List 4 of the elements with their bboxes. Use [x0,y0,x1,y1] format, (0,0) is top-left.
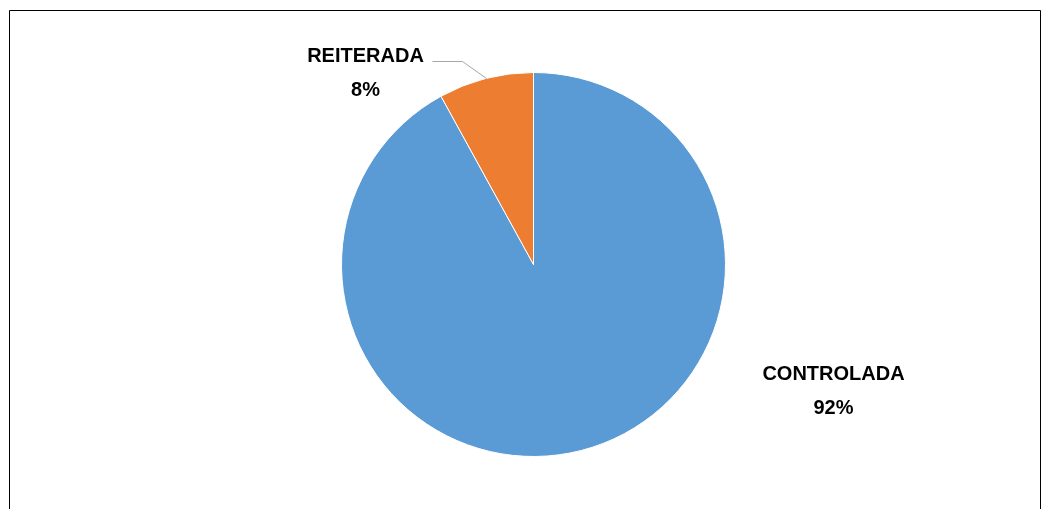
data-label: 8% [351,77,381,100]
data-label: 92% [813,395,854,418]
slice-label: REITERADA [307,43,424,66]
slice-label: CONTROLADA [762,361,905,384]
